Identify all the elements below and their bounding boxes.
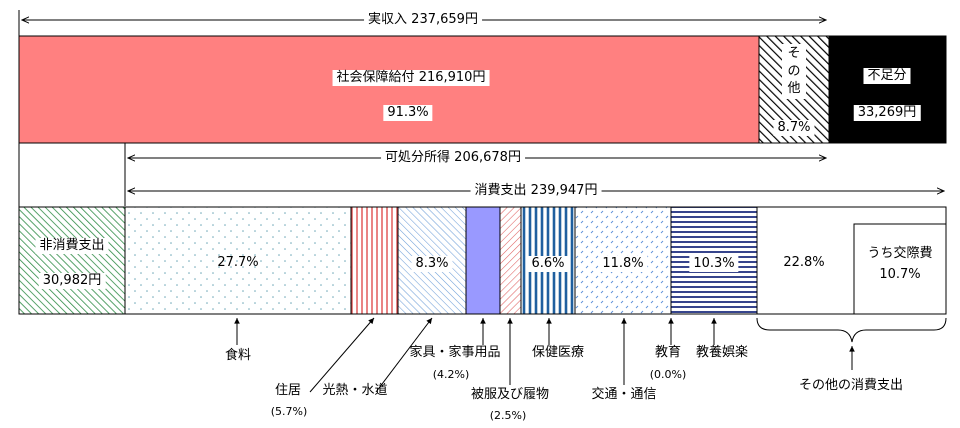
- bar-social-security: [18, 35, 760, 144]
- food-percent: 27.7%: [217, 255, 259, 270]
- clothing-name: 被服及び履物: [470, 387, 550, 402]
- non-consumption-value: 30,982円: [38, 273, 106, 290]
- callout-utilities: [375, 317, 433, 393]
- bar-deficit: [828, 35, 947, 144]
- deficit-name: 不足分: [863, 68, 911, 85]
- entertainment-percent: 10.7%: [879, 267, 921, 282]
- housing-name: 住居: [274, 383, 302, 398]
- social-security-amount: 216,910円: [418, 70, 486, 85]
- bar-furniture: [465, 206, 501, 315]
- social-security-percent: 91.3%: [383, 105, 433, 122]
- bar-entertainment-sub: [853, 223, 947, 315]
- furniture-name: 家具・家事用品: [409, 345, 501, 360]
- consumption-total-label: 消費支出 239,947円: [470, 183, 602, 200]
- other-consumption-percent: 22.8%: [783, 255, 825, 270]
- medical-percent: 6.6%: [527, 256, 569, 273]
- bar-housing: [350, 206, 399, 315]
- transport-percent: 11.8%: [598, 256, 648, 273]
- education-percent: (0.0%): [649, 368, 687, 381]
- social-security-label: 社会保障給付 216,910円: [332, 70, 490, 87]
- disposable-income-label: 可処分所得 206,678円: [381, 150, 525, 167]
- income-other-name: その他: [782, 44, 806, 99]
- utilities-name: 光熱・水道: [322, 383, 388, 398]
- bar-clothing: [499, 206, 522, 315]
- utilities-percent: 8.3%: [411, 256, 453, 273]
- other-consumption-name: その他の消費支出: [798, 378, 904, 393]
- housing-percent: (5.7%): [270, 405, 308, 418]
- deficit-amount: 33,269円: [853, 105, 921, 122]
- social-security-name: 社会保障給付: [336, 70, 415, 85]
- education-name: 教育: [654, 345, 682, 360]
- recreation-percent: 10.3%: [689, 256, 739, 273]
- furniture-percent: (4.2%): [432, 368, 470, 381]
- bar-non-consumption: [18, 206, 126, 315]
- bar-food: [124, 206, 352, 315]
- entertainment-label: うち交際費: [867, 246, 933, 261]
- transport-name: 交通・通信: [591, 387, 657, 402]
- food-name: 食料: [224, 348, 252, 363]
- clothing-percent: (2.5%): [489, 409, 527, 422]
- recreation-name: 教養娯楽: [695, 345, 749, 360]
- income-total-label: 実収入 237,659円: [364, 12, 482, 29]
- medical-name: 保健医療: [531, 345, 585, 360]
- callout-housing: [309, 317, 375, 393]
- brace-other: [756, 317, 947, 343]
- non-consumption-name: 非消費支出: [35, 238, 109, 255]
- income-other-percent: 8.7%: [773, 120, 815, 137]
